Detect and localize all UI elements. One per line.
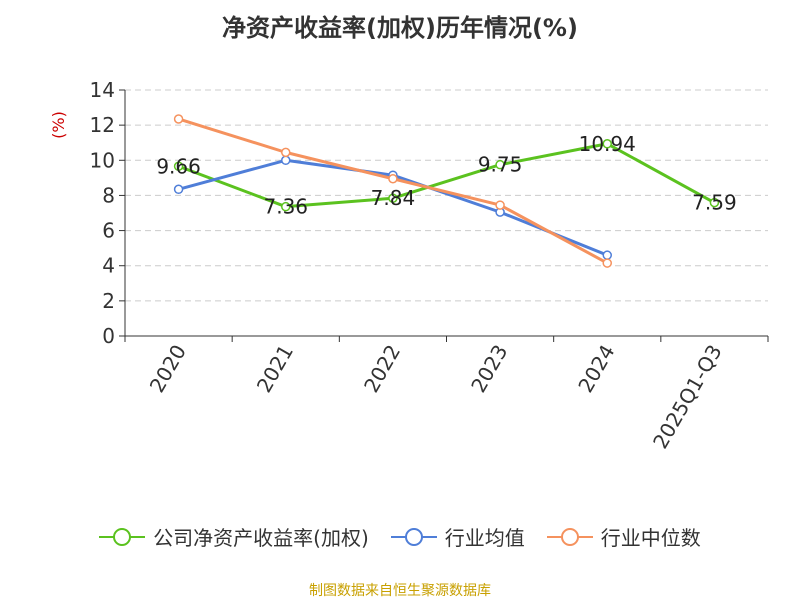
y-tick-label: 12 — [90, 113, 115, 137]
legend-label-industry-mean: 行业均值 — [444, 526, 525, 550]
x-tick-label: 2025Q1-Q3 — [648, 341, 727, 453]
y-tick-label: 2 — [102, 289, 115, 313]
chart-title: 净资产收益率(加权)历年情况(%) — [222, 14, 578, 42]
x-tick-label: 2024 — [573, 341, 619, 397]
legend-item-industry-median[interactable]: 行业中位数 — [546, 522, 701, 551]
y-tick-label: 10 — [90, 148, 115, 172]
y-tick-label: 6 — [102, 219, 115, 243]
y-tick-label: 14 — [90, 78, 115, 102]
data-point-0 — [281, 201, 291, 212]
data-point-2 — [602, 258, 612, 268]
y-tick-label: 0 — [102, 324, 115, 348]
x-tick-label: 2021 — [252, 341, 298, 397]
x-tick-label: 2023 — [466, 341, 512, 397]
data-label: 7.84 — [371, 186, 416, 210]
data-source-note: 制图数据来自恒生聚源数据库 — [309, 583, 491, 599]
data-point-2 — [388, 173, 398, 184]
data-point-1 — [602, 250, 612, 260]
data-label: 9.66 — [156, 154, 201, 178]
data-point-1 — [173, 184, 184, 195]
data-point-0 — [709, 197, 720, 208]
legend: 公司净资产收益率(加权) 行业均值 行业中位数 — [0, 522, 800, 551]
x-tick-label: 2020 — [145, 341, 191, 397]
legend-label-company: 公司净资产收益率(加权) — [153, 526, 369, 550]
data-point-2 — [495, 200, 505, 210]
data-point-2 — [281, 147, 291, 158]
legend-label-industry-median: 行业中位数 — [600, 526, 701, 550]
y-axis-label: (%) — [49, 111, 68, 139]
data-label: 7.59 — [692, 191, 737, 215]
data-point-0 — [388, 193, 398, 203]
legend-item-industry-mean[interactable]: 行业均值 — [390, 522, 525, 551]
y-tick-label: 8 — [102, 183, 115, 207]
legend-marker-industry-mean — [390, 527, 437, 546]
data-label: 9.75 — [478, 153, 523, 177]
y-tick-label: 4 — [102, 254, 115, 278]
legend-marker-industry-median — [546, 527, 593, 546]
data-point-0 — [495, 159, 505, 170]
x-tick-label: 2022 — [359, 341, 405, 397]
data-label: 7.36 — [263, 195, 308, 219]
series-line-0 — [178, 142, 716, 209]
data-label: 10.94 — [579, 132, 636, 156]
data-point-0 — [173, 161, 184, 172]
legend-item-company[interactable]: 公司净资产收益率(加权) — [99, 522, 369, 551]
legend-marker-company — [99, 527, 146, 546]
data-point-0 — [602, 139, 612, 149]
data-point-2 — [173, 114, 184, 124]
data-point-1 — [281, 155, 291, 166]
